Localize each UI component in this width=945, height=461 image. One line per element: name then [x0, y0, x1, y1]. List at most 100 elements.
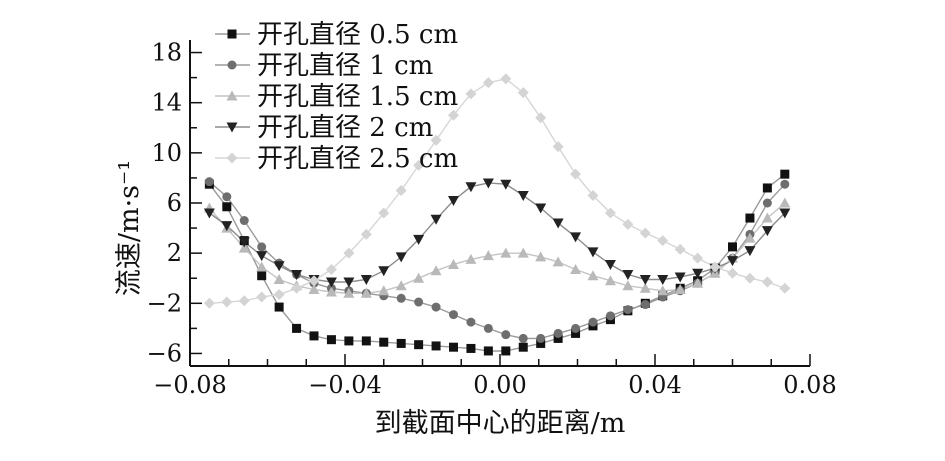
data-point-series-4 — [378, 266, 390, 277]
data-point-series-4 — [604, 259, 616, 270]
data-point-series-1 — [483, 346, 493, 356]
data-point-series-2 — [204, 177, 214, 187]
x-tick-label: −0.04 — [308, 371, 382, 399]
data-point-series-2 — [623, 305, 633, 315]
data-point-series-5 — [395, 184, 407, 196]
data-point-series-1 — [379, 337, 389, 347]
data-point-series-4 — [692, 268, 704, 279]
data-point-series-5 — [570, 168, 582, 180]
data-point-series-4 — [535, 203, 547, 214]
legend-marker-4 — [226, 122, 238, 133]
data-point-series-5 — [448, 109, 459, 121]
data-point-series-1 — [274, 302, 284, 312]
data-point-series-5 — [692, 252, 704, 264]
data-point-series-2 — [588, 317, 598, 327]
data-point-series-5 — [482, 77, 494, 89]
data-point-series-4 — [761, 226, 773, 237]
data-point-series-2 — [640, 300, 650, 310]
data-point-series-5 — [727, 267, 738, 279]
data-point-series-4 — [639, 274, 651, 285]
data-point-series-5 — [325, 263, 337, 275]
data-point-series-5 — [535, 112, 547, 124]
data-point-series-2 — [571, 323, 581, 333]
data-point-series-4 — [203, 208, 215, 219]
data-point-series-5 — [291, 282, 303, 294]
data-point-series-5 — [256, 291, 268, 303]
legend-marker-1 — [227, 29, 237, 39]
data-point-series-4 — [674, 272, 686, 283]
data-point-series-2 — [396, 293, 406, 303]
legend-label-1: 开孔直径 0.5 cm — [257, 20, 458, 50]
data-point-series-5 — [343, 247, 355, 259]
x-tick-label: 0.08 — [783, 371, 836, 399]
y-tick-label: 10 — [151, 139, 182, 167]
data-point-series-5 — [709, 261, 721, 273]
legend-label-3: 开孔直径 1.5 cm — [257, 82, 458, 112]
data-point-series-5 — [779, 282, 791, 294]
y-tick-label: 14 — [151, 89, 182, 117]
data-point-series-4 — [430, 214, 442, 225]
data-point-series-3 — [622, 280, 634, 291]
data-point-series-1 — [571, 328, 581, 338]
data-point-series-4 — [570, 232, 582, 243]
data-point-series-5 — [517, 87, 529, 99]
data-point-series-4 — [587, 247, 599, 258]
data-point-series-2 — [605, 311, 615, 321]
data-point-series-5 — [622, 218, 634, 230]
data-point-series-4 — [325, 277, 337, 288]
data-point-series-1 — [745, 213, 755, 223]
legend-marker-3 — [226, 90, 238, 101]
y-tick-label: 18 — [151, 39, 182, 67]
data-point-series-3 — [744, 232, 756, 243]
data-point-series-5 — [430, 134, 442, 146]
data-point-series-3 — [779, 197, 791, 208]
data-point-series-2 — [501, 330, 511, 340]
data-point-series-1 — [344, 336, 354, 346]
data-point-series-5 — [360, 228, 372, 240]
data-point-series-4 — [622, 269, 634, 280]
series-line-4 — [208, 182, 786, 283]
data-point-series-1 — [762, 183, 772, 193]
y-tick-label: −6 — [147, 339, 182, 367]
x-tick-label: 0.04 — [628, 371, 681, 399]
data-point-series-1 — [553, 333, 563, 343]
data-point-series-4 — [360, 274, 372, 285]
data-point-series-3 — [343, 287, 355, 298]
series-line-3 — [208, 202, 786, 294]
data-point-series-4 — [238, 237, 250, 248]
data-point-series-3 — [517, 247, 529, 258]
data-point-series-2 — [449, 310, 458, 320]
data-point-series-3 — [413, 272, 425, 283]
data-point-series-5 — [378, 207, 390, 219]
data-point-series-1 — [536, 338, 546, 348]
data-point-series-4 — [465, 182, 477, 193]
data-point-series-5 — [500, 73, 512, 85]
data-point-series-5 — [552, 141, 564, 153]
data-point-series-1 — [361, 336, 371, 346]
data-point-series-5 — [639, 227, 651, 239]
data-point-series-3 — [692, 277, 704, 288]
data-point-series-5 — [604, 207, 616, 219]
data-point-series-4 — [256, 251, 268, 262]
data-point-series-5 — [657, 235, 669, 247]
y-tick-label: 2 — [167, 239, 182, 267]
data-point-series-1 — [449, 342, 458, 352]
data-point-series-3 — [395, 280, 407, 291]
legend-marker-5 — [226, 152, 238, 164]
data-point-series-1 — [326, 335, 336, 345]
data-point-series-4 — [343, 277, 355, 288]
data-point-series-1 — [222, 202, 232, 212]
data-point-series-5 — [587, 189, 599, 201]
data-point-series-4 — [413, 234, 425, 245]
data-point-series-3 — [604, 275, 616, 286]
data-point-series-3 — [325, 286, 337, 297]
data-point-series-3 — [448, 258, 459, 269]
data-point-series-2 — [239, 216, 249, 226]
data-point-series-4 — [273, 261, 285, 272]
data-point-series-3 — [500, 247, 512, 258]
data-point-series-1 — [518, 342, 528, 352]
data-point-series-2 — [536, 333, 546, 343]
data-point-series-4 — [500, 179, 512, 190]
y-tick-label: 6 — [167, 189, 182, 217]
